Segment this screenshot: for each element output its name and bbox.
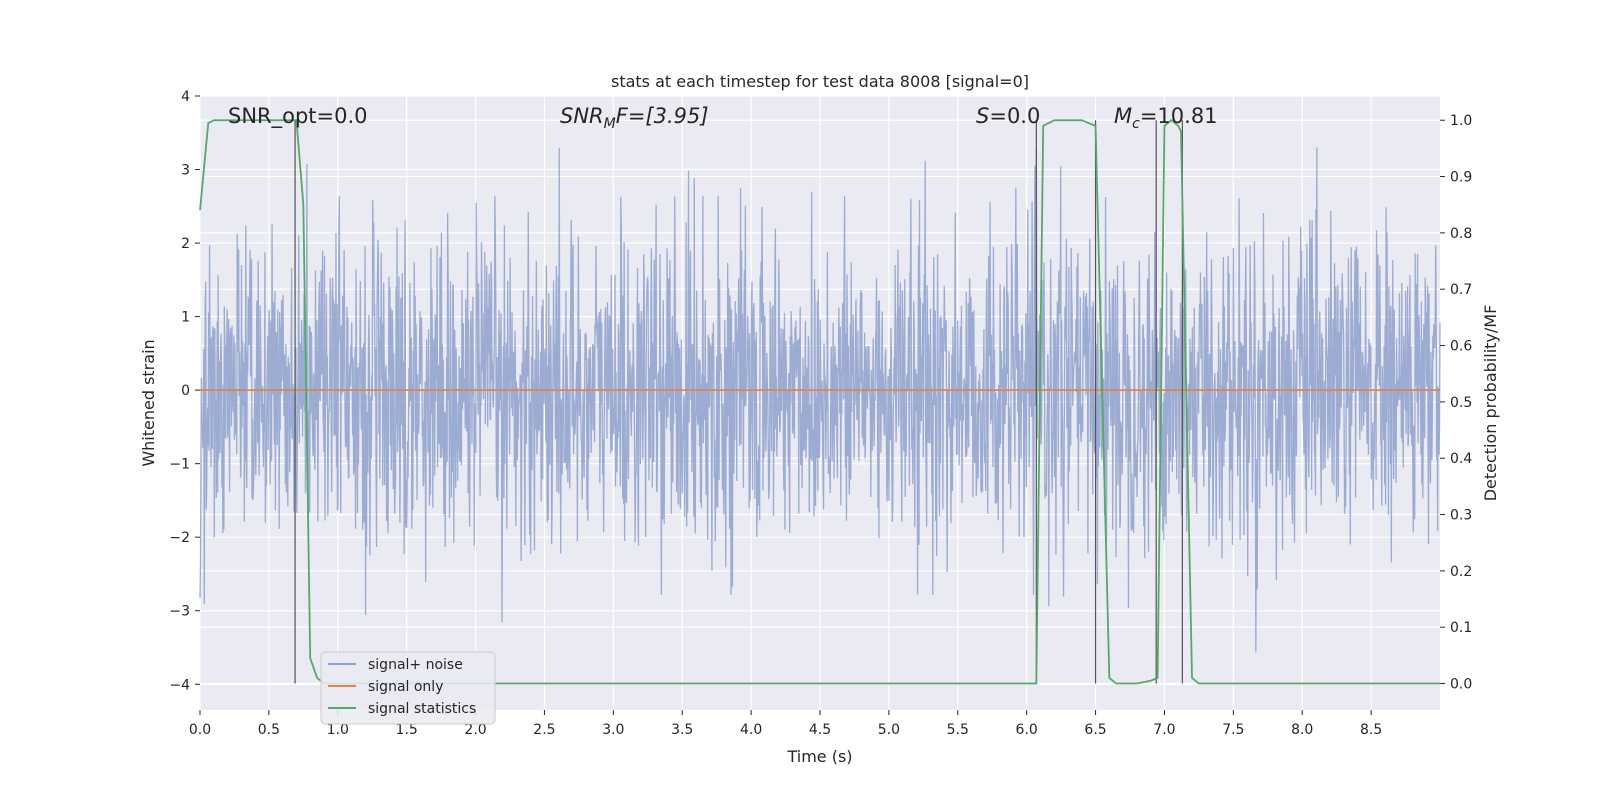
legend-box	[320, 651, 496, 725]
annotation-mc: Mc=10.81	[1114, 104, 1218, 132]
x-tick-label: 0.5	[258, 722, 280, 738]
x-tick-label: 7.5	[1222, 722, 1244, 738]
series-signal-noise	[199, 147, 1441, 653]
x-tick-label: 4.0	[740, 722, 762, 738]
x-tick-label: 0.0	[189, 722, 211, 738]
x-tick-label: 3.0	[602, 722, 624, 738]
x-tick-label: 4.5	[809, 722, 831, 738]
y-left-tick-label: 1	[181, 310, 190, 326]
snr-mf-subscript: M	[604, 116, 616, 132]
snr-mf-symbol: SNR	[560, 104, 604, 128]
legend-label-signal-noise: signal+ noise	[368, 657, 463, 673]
y-right-tick-label: 0.2	[1450, 564, 1472, 580]
x-tick-label: 2.5	[533, 722, 555, 738]
x-tick-label: 2.0	[464, 722, 486, 738]
y-right-tick-label: 0.5	[1450, 395, 1472, 411]
y-right-tick-label: 0.7	[1450, 282, 1472, 298]
y-left-tick-label: 3	[181, 163, 190, 179]
y-right-tick-label: 0.0	[1450, 677, 1472, 693]
y-right-tick-label: 0.4	[1450, 451, 1472, 467]
legend-label-signal-only: signal only	[368, 679, 443, 695]
s-symbol: S	[976, 104, 989, 128]
snr-mf-value: F=[3.95]	[616, 104, 709, 128]
x-axis-label: Time (s)	[786, 747, 852, 766]
y-right-tick-label: 0.6	[1450, 339, 1472, 355]
signal-noise-line	[199, 147, 1441, 653]
s-value: =0.0	[989, 104, 1040, 128]
mc-symbol: M	[1114, 104, 1132, 128]
y-left-tick-label: 4	[181, 89, 190, 105]
y-axis-right-label: Detection probability/MF	[1481, 305, 1500, 502]
y-right-tick-label: 0.9	[1450, 170, 1472, 186]
y-right-tick-label: 0.3	[1450, 508, 1472, 524]
x-tick-label: 5.5	[947, 722, 969, 738]
y-left-tick-label: 0	[181, 383, 190, 399]
annotation-snr-mf: SNRMF=[3.95]	[560, 104, 709, 132]
signal-statistics-line	[199, 119, 1440, 685]
x-tick-label: 8.5	[1360, 722, 1382, 738]
legend: signal+ noise signal only signal statist…	[320, 651, 496, 725]
axes: 0.0 0.5 1.0 1.5 2.0 2.5 3.0 3.5 4.0 4.5 5.0 5.5 6.0 6…	[169, 89, 1472, 738]
y-axis-left-label: Whitened strain	[139, 339, 158, 466]
x-tick-label: 5.0	[878, 722, 900, 738]
x-tick-label: 1.0	[327, 722, 349, 738]
y-left-tick-label: −2	[169, 530, 190, 546]
x-tick-label: 7.0	[1153, 722, 1175, 738]
x-tick-label: 6.5	[1084, 722, 1106, 738]
chart-title: stats at each timestep for test data 800…	[611, 72, 1029, 91]
x-tick-label: 3.5	[671, 722, 693, 738]
x-tick-label: 8.0	[1291, 722, 1313, 738]
y-left-tick-label: −1	[169, 457, 190, 473]
legend-label-signal-statistics: signal statistics	[368, 701, 476, 717]
y-right-tick-label: 0.8	[1450, 226, 1472, 242]
x-tick-label: 1.5	[396, 722, 418, 738]
annotation-snr-opt: SNR_opt=0.0	[228, 104, 368, 129]
y-left-tick-label: −3	[169, 604, 190, 620]
x-tick-label: 6.0	[1016, 722, 1038, 738]
mc-value: =10.81	[1140, 104, 1218, 128]
y-right-tick-label: 1.0	[1450, 113, 1472, 129]
mc-subscript: c	[1132, 116, 1140, 132]
y-left-tick-label: 2	[181, 236, 190, 252]
annotation-s: S=0.0	[976, 104, 1040, 128]
vertical-markers	[294, 120, 1183, 684]
y-left-tick-label: −4	[169, 677, 190, 693]
series-signal-statistics	[199, 119, 1440, 685]
y-right-tick-label: 0.1	[1450, 620, 1472, 636]
